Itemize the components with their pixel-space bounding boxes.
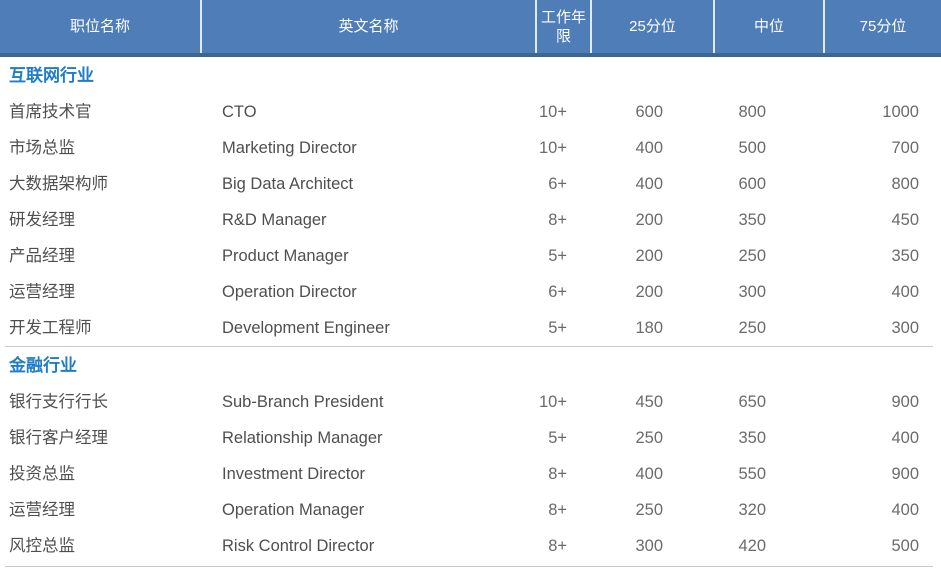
cell-median: 500: [738, 139, 766, 157]
section-divider: [5, 346, 933, 347]
cell-position-name: 投资总监: [9, 465, 75, 483]
cell-median: 600: [738, 175, 766, 193]
table-row: 大数据架构师 Big Data Architect 6+ 400 600 800: [0, 166, 941, 202]
cell-percentile-75: 450: [891, 211, 919, 229]
table-row: 开发工程师 Development Engineer 5+ 180 250 300: [0, 310, 941, 346]
cell-percentile-25: 600: [635, 103, 663, 121]
table-row: 市场总监 Marketing Director 10+ 400 500 700: [0, 130, 941, 166]
cell-median: 300: [738, 283, 766, 301]
cell-english-name: Operation Manager: [222, 501, 365, 519]
cell-position-name: 银行支行行长: [9, 393, 108, 411]
cell-percentile-75: 800: [891, 175, 919, 193]
cell-median: 250: [738, 247, 766, 265]
cell-percentile-25: 400: [635, 139, 663, 157]
table-bottom-divider: [5, 566, 933, 567]
table-row: 首席技术官 CTO 10+ 600 800 1000: [0, 94, 941, 130]
cell-median: 250: [738, 319, 766, 337]
table-row: 风控总监 Risk Control Director 8+ 300 420 500: [0, 528, 941, 564]
column-header-work-years: 工作年限: [535, 0, 590, 53]
cell-position-name: 银行客户经理: [9, 429, 108, 447]
cell-percentile-25: 180: [635, 319, 663, 337]
cell-percentile-25: 200: [635, 247, 663, 265]
cell-percentile-25: 300: [635, 537, 663, 555]
cell-position-name: 运营经理: [9, 501, 75, 519]
cell-work-years: 5+: [548, 429, 567, 447]
cell-percentile-25: 250: [635, 429, 663, 447]
cell-median: 800: [738, 103, 766, 121]
cell-position-name: 运营经理: [9, 283, 75, 301]
cell-percentile-75: 400: [891, 501, 919, 519]
table-row: 运营经理 Operation Director 6+ 200 300 400: [0, 274, 941, 310]
table-row: 运营经理 Operation Manager 8+ 250 320 400: [0, 492, 941, 528]
table-header-row: 职位名称 英文名称 工作年限 25分位 中位 75分位: [0, 0, 941, 57]
cell-median: 320: [738, 501, 766, 519]
cell-english-name: Operation Director: [222, 283, 357, 301]
cell-percentile-75: 700: [891, 139, 919, 157]
column-header-percentile-25: 25分位: [590, 0, 713, 53]
cell-english-name: Sub-Branch President: [222, 393, 384, 411]
cell-percentile-25: 400: [635, 465, 663, 483]
cell-work-years: 8+: [548, 501, 567, 519]
cell-work-years: 8+: [548, 465, 567, 483]
cell-work-years: 10+: [539, 393, 567, 411]
cell-work-years: 10+: [539, 139, 567, 157]
cell-work-years: 6+: [548, 175, 567, 193]
cell-percentile-75: 350: [891, 247, 919, 265]
column-header-position-name: 职位名称: [69, 18, 130, 35]
cell-english-name: Marketing Director: [222, 139, 357, 157]
cell-median: 350: [738, 211, 766, 229]
cell-median: 650: [738, 393, 766, 411]
cell-percentile-75: 300: [891, 319, 919, 337]
cell-position-name: 产品经理: [9, 247, 75, 265]
cell-percentile-75: 900: [891, 393, 919, 411]
cell-work-years: 10+: [539, 103, 567, 121]
cell-percentile-75: 400: [891, 429, 919, 447]
column-header-median: 中位: [713, 0, 823, 53]
table-row: 投资总监 Investment Director 8+ 400 550 900: [0, 456, 941, 492]
cell-position-name: 首席技术官: [9, 103, 92, 121]
cell-position-name: 风控总监: [9, 537, 75, 555]
cell-english-name: Product Manager: [222, 247, 349, 265]
cell-work-years: 8+: [548, 211, 567, 229]
cell-position-name: 市场总监: [9, 139, 75, 157]
cell-median: 550: [738, 465, 766, 483]
cell-work-years: 5+: [548, 247, 567, 265]
cell-position-name: 研发经理: [9, 211, 75, 229]
cell-percentile-75: 1000: [882, 103, 919, 121]
cell-percentile-75: 500: [891, 537, 919, 555]
cell-median: 350: [738, 429, 766, 447]
cell-percentile-25: 450: [635, 393, 663, 411]
cell-english-name: Risk Control Director: [222, 537, 375, 555]
cell-percentile-75: 900: [891, 465, 919, 483]
column-header-percentile-75: 75分位: [823, 0, 941, 53]
cell-percentile-25: 250: [635, 501, 663, 519]
table-row: 银行支行行长 Sub-Branch President 10+ 450 650 900: [0, 384, 941, 420]
cell-english-name: Development Engineer: [222, 319, 390, 337]
cell-work-years: 6+: [548, 283, 567, 301]
cell-position-name: 开发工程师: [9, 319, 92, 337]
table-body: 互联网行业首席技术官 CTO 10+ 600 800 1000 市场总监 Marketing …: [0, 57, 941, 567]
cell-english-name: Big Data Architect: [222, 175, 354, 193]
cell-work-years: 5+: [548, 319, 567, 337]
cell-english-name: R&D Manager: [222, 211, 327, 229]
cell-percentile-25: 400: [635, 175, 663, 193]
cell-percentile-25: 200: [635, 283, 663, 301]
cell-work-years: 8+: [548, 537, 567, 555]
section-title: 互联网行业: [9, 66, 94, 85]
cell-position-name: 大数据架构师: [9, 175, 108, 193]
cell-percentile-75: 400: [891, 283, 919, 301]
table-row: 产品经理 Product Manager 5+ 200 250 350: [0, 238, 941, 274]
cell-median: 420: [738, 537, 766, 555]
section-title: 金融行业: [9, 356, 77, 375]
cell-percentile-25: 200: [635, 211, 663, 229]
column-header-english-name: 英文名称: [200, 0, 535, 53]
cell-english-name: Relationship Manager: [222, 429, 383, 447]
cell-english-name: Investment Director: [222, 465, 366, 483]
table-row: 研发经理 R&D Manager 8+ 200 350 450: [0, 202, 941, 238]
cell-english-name: CTO: [222, 103, 257, 121]
table-row: 银行客户经理 Relationship Manager 5+ 250 350 400: [0, 420, 941, 456]
